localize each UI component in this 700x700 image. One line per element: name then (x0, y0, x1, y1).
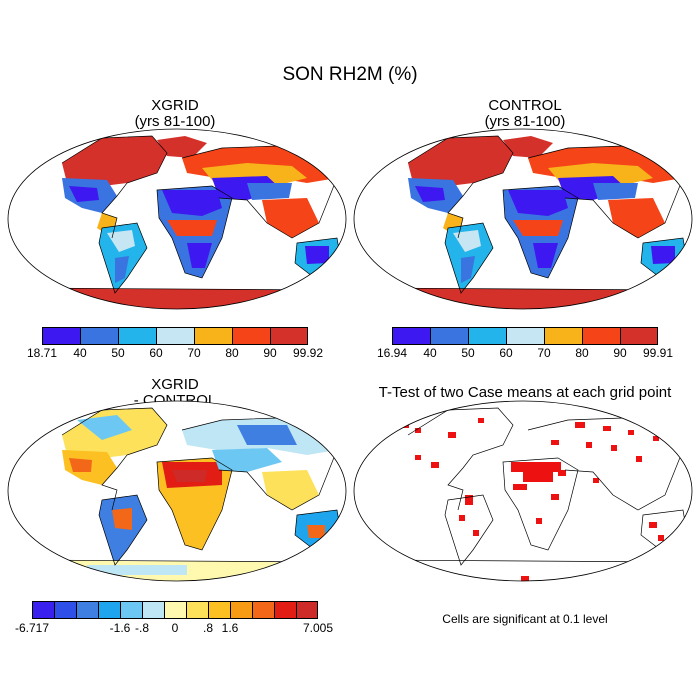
tick-label: .8 (202, 621, 214, 635)
tick-label: 70 (187, 346, 201, 360)
color-swatch (468, 327, 506, 345)
tick-label: 90 (613, 346, 627, 360)
color-swatch (506, 327, 544, 345)
tick-label: 80 (575, 346, 589, 360)
coastlines (26, 407, 343, 566)
significant-cells (401, 418, 664, 581)
color-swatch (270, 327, 308, 345)
color-swatch (32, 601, 54, 619)
color-swatch (156, 327, 194, 345)
map-xgrid (7, 128, 347, 310)
color-swatch (230, 601, 252, 619)
color-swatch (252, 601, 274, 619)
map-ttest (353, 400, 693, 582)
tick-label: -6.717 (14, 621, 50, 635)
tick-label: 60 (149, 346, 163, 360)
color-swatch (582, 327, 620, 345)
map-border (353, 128, 693, 310)
color-swatch (392, 327, 430, 345)
color-swatch (164, 601, 186, 619)
tick-label: 99.91 (642, 346, 674, 360)
tick-label: 40 (423, 346, 437, 360)
color-swatch (142, 601, 164, 619)
tick-label: 70 (537, 346, 551, 360)
color-swatch (80, 327, 118, 345)
panel-ttest-title: T-Test of two Case means at each grid po… (378, 384, 672, 401)
tick-label: 0 (171, 621, 179, 635)
colorbar-control (392, 327, 658, 345)
color-swatch (208, 601, 230, 619)
tick-label: 50 (461, 346, 475, 360)
color-swatch (76, 601, 98, 619)
colorbar-xgrid-labels: 18.71 40 50 60 70 80 90 99.92 (27, 346, 323, 362)
map-border (353, 400, 693, 582)
color-swatch (274, 601, 296, 619)
color-swatch (98, 601, 120, 619)
panel-title-line2: (yrs 81-100) (134, 113, 216, 130)
colorbar-difference (32, 601, 318, 619)
tick-label: 1.6 (221, 621, 239, 635)
tick-label: 18.71 (26, 346, 58, 360)
tick-label: 80 (225, 346, 239, 360)
color-swatch (118, 327, 156, 345)
tick-label: 99.92 (292, 346, 324, 360)
map-border (7, 400, 347, 582)
coastlines (26, 135, 343, 294)
colorbar-control-labels: 16.94 40 50 60 70 80 90 99.91 (377, 346, 673, 362)
map-control (353, 128, 693, 310)
colorbar-xgrid (42, 327, 308, 345)
panel-title-line1: XGRID (151, 376, 199, 393)
color-swatch (296, 601, 318, 619)
significance-note: Cells are significant at 0.1 level (442, 612, 608, 626)
colorbar-difference-labels: -6.717 -1.6 -.8 0 .8 1.6 7.005 (15, 621, 333, 637)
tick-label: 16.94 (376, 346, 408, 360)
panel-xgrid-title: XGRID (yrs 81-100) (75, 98, 275, 130)
panel-control-title: CONTROL (yrs 81-100) (425, 98, 625, 130)
coastlines (372, 135, 689, 294)
tick-label: -1.6 (109, 621, 131, 635)
tick-label: 40 (73, 346, 87, 360)
tick-label: -.8 (134, 621, 150, 635)
panel-title-line2: (yrs 81-100) (484, 113, 566, 130)
map-difference (7, 400, 347, 582)
color-swatch (54, 601, 76, 619)
color-swatch (544, 327, 582, 345)
map-border (7, 128, 347, 310)
color-swatch (120, 601, 142, 619)
color-swatch (194, 327, 232, 345)
color-swatch (620, 327, 658, 345)
panel-title-line1: XGRID (151, 97, 199, 114)
panel-title-line1: CONTROL (488, 97, 562, 114)
figure-title: SON RH2M (%) (282, 64, 418, 85)
tick-label: 60 (499, 346, 513, 360)
color-swatch (186, 601, 208, 619)
color-swatch (430, 327, 468, 345)
tick-label: 7.005 (302, 621, 334, 635)
color-swatch (42, 327, 80, 345)
coastlines (372, 407, 689, 566)
tick-label: 50 (111, 346, 125, 360)
tick-label: 90 (263, 346, 277, 360)
color-swatch (232, 327, 270, 345)
